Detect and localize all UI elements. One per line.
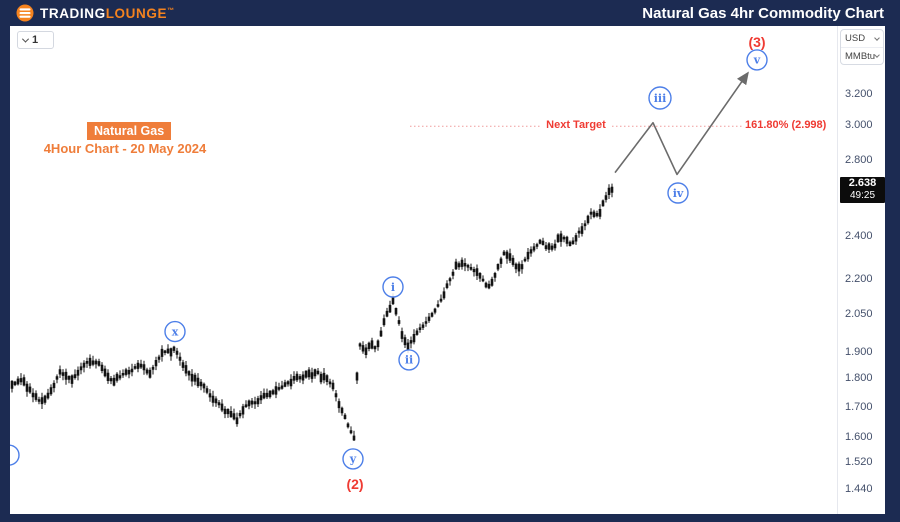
- trademark-symbol: ™: [167, 7, 175, 14]
- chevron-down-icon: [21, 35, 30, 43]
- svg-text:y: y: [349, 453, 357, 466]
- brand-name: TRADINGLOUNGE™: [40, 5, 175, 21]
- chart-panel[interactable]: [10, 26, 885, 514]
- wave-circle-label: ii: [398, 349, 420, 371]
- chart-subtitle: 4Hour Chart - 20 May 2024: [43, 141, 207, 156]
- last-price: 2.638: [848, 177, 877, 189]
- wave-circle-label: i: [382, 276, 404, 298]
- bar-countdown: 49:25: [849, 190, 876, 201]
- interval-value: 1: [32, 34, 39, 46]
- currency-dropdown[interactable]: USD: [841, 30, 883, 47]
- currency-value: USD: [845, 33, 866, 44]
- unit-value: MMBtu: [845, 50, 876, 62]
- tradinglounge-logo-icon: [16, 4, 34, 22]
- price-tick-3.200: 3.200: [845, 88, 873, 100]
- wave-circle-label: [10, 444, 20, 466]
- next-target-label: Next Target: [540, 119, 612, 131]
- svg-text:iv: iv: [673, 187, 684, 200]
- wave-circle-label: iv: [667, 182, 689, 204]
- last-price-badge: 2.638 49:25: [840, 177, 885, 203]
- target-fib-value: 161.80% (2.998): [745, 119, 827, 131]
- unit-dropdown[interactable]: MMBtu: [841, 47, 883, 64]
- interval-selector-button[interactable]: 1: [17, 31, 54, 49]
- price-tick-1.520: 1.520: [845, 456, 873, 468]
- instrument-label: Natural Gas: [87, 122, 172, 140]
- price-tick-1.600: 1.600: [845, 431, 873, 443]
- wave-circle-label: x: [164, 320, 186, 343]
- price-tick-2.200: 2.200: [845, 273, 873, 285]
- price-tick-2.050: 2.050: [845, 308, 873, 320]
- price-tick-2.800: 2.800: [845, 154, 873, 166]
- page-title: Natural Gas 4hr Commodity Chart: [642, 4, 884, 22]
- price-tick-1.900: 1.900: [845, 346, 873, 358]
- price-tick-2.400: 2.400: [845, 230, 873, 242]
- wave-circle-label: iii: [648, 86, 672, 110]
- wave-circle-label: v: [746, 49, 768, 71]
- price-tick-3.000: 3.000: [845, 119, 873, 131]
- wave-label-2: (2): [346, 476, 364, 492]
- wave-label-3: (3): [748, 34, 766, 50]
- price-axis-panel[interactable]: USD MMBtu 3.200 3.000 2.800 2.400 2.200 2.050…: [837, 26, 885, 514]
- price-tick-1.800: 1.800: [845, 372, 873, 384]
- price-tick-1.700: 1.700: [845, 401, 873, 413]
- svg-text:v: v: [753, 54, 761, 67]
- unit-selector[interactable]: USD MMBtu: [840, 29, 884, 65]
- svg-text:x: x: [172, 325, 179, 338]
- header-bar: TRADINGLOUNGE™ Natural Gas 4hr Commodity…: [0, 0, 900, 26]
- wave-circle-label: y: [342, 448, 364, 470]
- price-tick-1.440: 1.440: [845, 483, 873, 495]
- chevron-down-icon: [874, 34, 880, 41]
- brand-logo[interactable]: TRADINGLOUNGE™: [16, 4, 175, 22]
- svg-text:i: i: [391, 281, 395, 294]
- svg-text:iii: iii: [654, 92, 667, 105]
- svg-text:ii: ii: [405, 354, 413, 367]
- chevron-down-icon: [874, 52, 880, 58]
